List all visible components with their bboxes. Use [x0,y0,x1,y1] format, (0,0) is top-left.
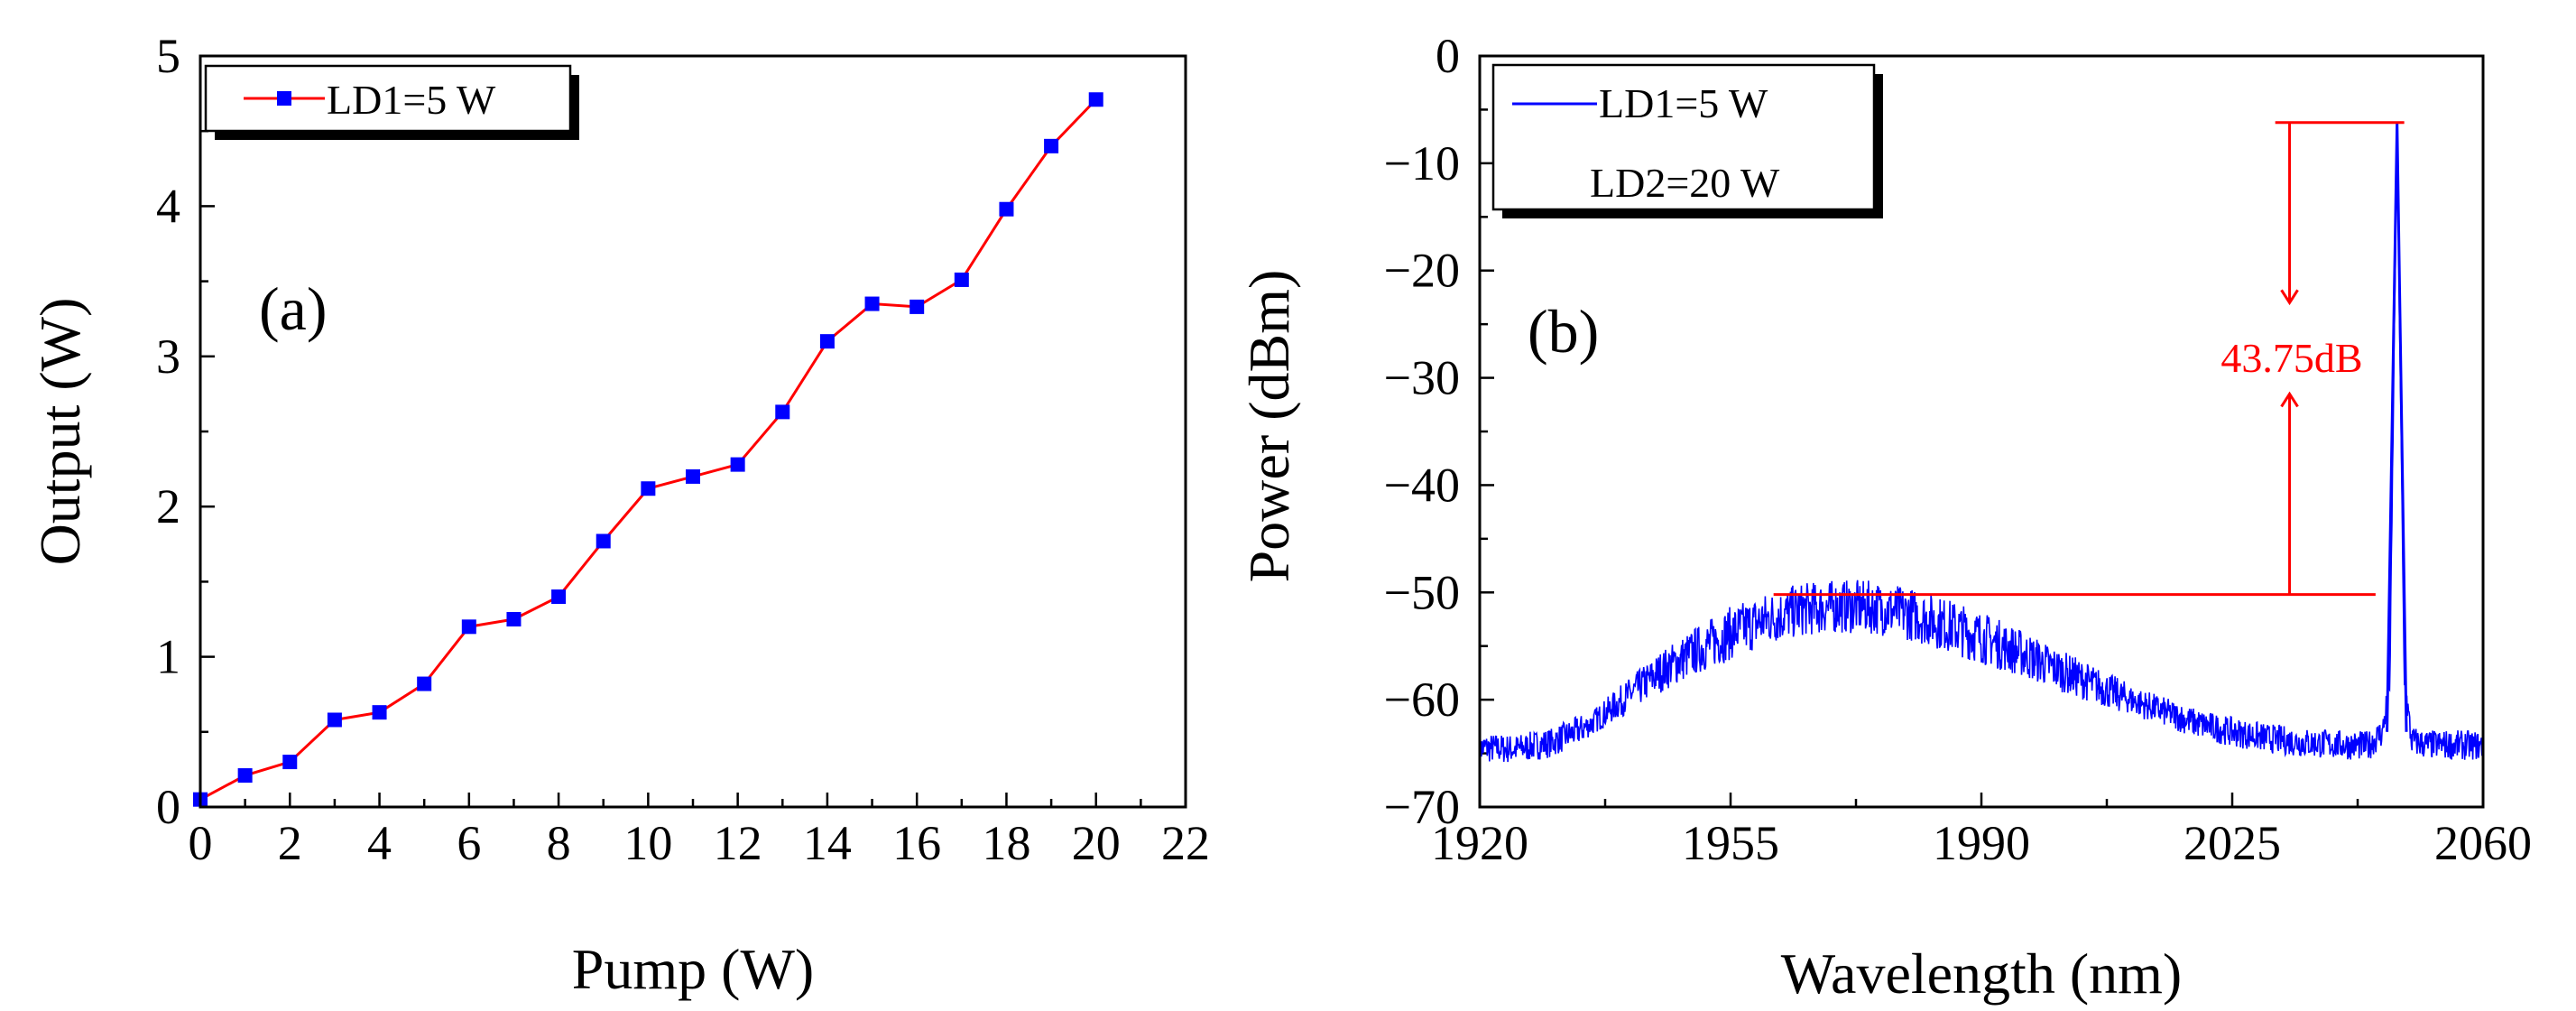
panel-a-ytick-label: 2 [156,479,180,533]
panel-a-data-point [551,589,567,605]
panel-b-label: (b) [1528,297,1599,366]
panel-b-ytick-label: −20 [1384,244,1460,298]
panel-a-data-point [461,619,476,635]
panel-b-ytick-label: −60 [1384,672,1460,727]
panel-a-data-point [775,404,790,420]
panel-a-xtick-label: 0 [189,816,213,870]
panel-a-xtick-label: 16 [892,816,941,870]
panel-b-ytick-label: −30 [1384,351,1460,405]
panel-a-xtick-label: 18 [982,816,1030,870]
panel-a-ytick-label: 3 [156,329,180,384]
panel-b-xtick-label: 1920 [1431,816,1528,870]
panel-b-legend-label-1: LD1=5 W [1599,80,1768,126]
panel-a-xtick-label: 20 [1072,816,1121,870]
panel-a-xtick-label: 4 [367,816,392,870]
panel-a-data-point [999,201,1014,217]
panel-a-data-point [327,712,342,728]
panel-a-axes-frame [199,54,1187,809]
panel-b-ytick-label: −10 [1384,136,1460,190]
panel-a-ytick-label: 4 [156,179,180,233]
panel-b-arrow-up-head [2280,391,2299,408]
panel-a-data-point [1088,92,1103,107]
panel-a-ytick-label: 1 [156,630,180,684]
panel-a-ylabel: Output (W) [28,298,92,566]
panel-a-data-point [596,533,611,549]
panel-a-xtick-label: 2 [278,816,302,870]
panel-a-data-point [1044,138,1059,153]
panel-a-series [193,92,1103,807]
panel-b-ticks: 1920 1955 1990 2025 2060 0 −10 −20 −30 −40 −50 −60 −… [1384,29,2532,870]
panel-a-xtick-label: 12 [714,816,762,870]
panel-a-legend: LD1=5 W [204,64,579,140]
panel-a-xtick-label: 8 [547,816,571,870]
panel-b-legend-label-2: LD2=20 W [1590,160,1780,206]
panel-a-label: (a) [259,274,327,343]
panel-b-annotation: 43.75dB [1773,121,2405,597]
panel-a-data-point [506,612,522,626]
panel-a-legend-marker [277,91,291,106]
panel-a-ytick-label: 0 [156,780,180,834]
panel-a-xtick-label: 14 [803,816,852,870]
panel-b-spectrum-line [1479,125,2484,764]
panel-b-xtick-label: 1955 [1682,816,1779,870]
panel-a-data-point [372,705,387,720]
panel-b-ytick-label: −70 [1384,780,1460,834]
panel-a-data-point [237,768,253,784]
panel-a-data-point [417,676,432,691]
panel-a-data-point [954,272,969,287]
panel-b-arrow-down-head [2280,289,2299,306]
panel-a-xtick-label: 22 [1161,816,1210,870]
panel-b: 1920 1955 1990 2025 2060 0 −10 −20 −30 −40 −50 −60 −… [1237,29,2532,1006]
panel-a-data-point [686,468,700,484]
panel-b-xlabel: Wavelength (nm) [1781,941,2182,1006]
panel-a-data-point [641,481,656,496]
panel-a-data-point [909,299,925,314]
panel-b-ytick-label: −50 [1384,565,1460,619]
panel-b-legend: LD1=5 W LD2=20 W [1491,63,1883,218]
panel-b-series [1479,122,2484,764]
panel-b-ytick-label: 0 [1436,29,1460,83]
panel-b-axes-frame [1478,54,2485,809]
panel-a-legend-label: LD1=5 W [327,77,496,123]
panel-a-xtick-label: 6 [457,816,481,870]
panel-b-annotation-text: 43.75dB [2221,335,2362,381]
panel-a-ytick-label: 5 [156,29,180,83]
panel-a-xlabel: Pump (W) [572,937,814,1001]
panel-b-xtick-label: 2025 [2184,816,2281,870]
panel-a-series-line [199,98,1097,802]
panel-b-xtick-label: 1990 [1933,816,2030,870]
panel-b-xtick-label: 2060 [2434,816,2532,870]
panel-b-ylabel: Power (dBm) [1237,270,1301,583]
panel-a-data-point [864,296,880,311]
panel-b-ytick-label: −40 [1384,458,1460,512]
panel-a-data-point [730,457,745,472]
panel-a-xtick-label: 10 [623,816,672,870]
panel-a-data-point [282,755,298,770]
panel-a-data-point [819,334,835,349]
